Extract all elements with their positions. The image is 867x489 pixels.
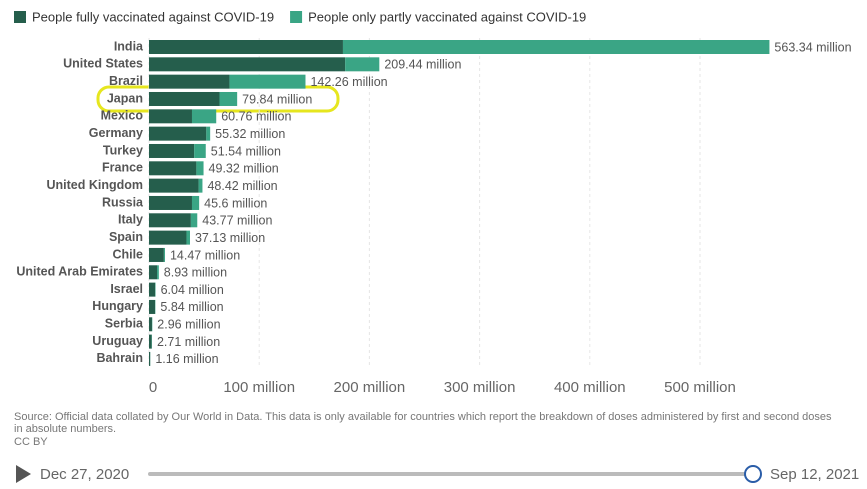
bar-segment [206, 126, 211, 141]
bar-segment [149, 351, 151, 366]
source-note: Source: Official data collated by Our Wo… [14, 411, 832, 435]
value-label: 49.32 million [209, 162, 279, 176]
value-label: 37.13 million [195, 231, 265, 245]
y-tick-label: Chile [112, 247, 143, 261]
y-tick-label: Turkey [103, 143, 143, 157]
bar-segment [149, 57, 346, 72]
bar-segment [196, 161, 204, 176]
y-tick-label: United States [63, 57, 143, 71]
bar-segment [149, 178, 199, 193]
x-tick-label: 300 million [444, 379, 516, 396]
x-tick-label: 400 million [554, 379, 626, 396]
license: CC BY [14, 436, 48, 448]
timeline-end: Sep 12, 2021 [770, 466, 859, 483]
y-tick-label: Spain [109, 230, 143, 244]
value-label: 51.54 million [211, 144, 281, 158]
value-label: 79.84 million [242, 92, 312, 106]
bar-segment [149, 143, 195, 158]
x-tick-label: 500 million [664, 379, 736, 396]
bar-segment [190, 213, 198, 228]
bar-segment [149, 195, 192, 210]
bar-segment [186, 230, 190, 245]
bar-segment [149, 74, 230, 89]
value-label: 5.84 million [160, 300, 223, 314]
bar-segment [219, 91, 238, 106]
legend-label: People fully vaccinated against COVID-19 [32, 9, 274, 24]
x-tick-label: 200 million [334, 379, 406, 396]
value-label: 45.6 million [204, 196, 267, 210]
legend-swatch [290, 11, 303, 23]
y-tick-label: Israel [110, 282, 143, 296]
bar-segment [157, 265, 159, 280]
bar-segment [149, 282, 156, 297]
bar-segment [149, 40, 343, 54]
y-tick-label: Italy [118, 213, 143, 227]
bar-segment [149, 334, 152, 349]
y-tick-label: United Arab Emirates [16, 265, 143, 279]
y-tick-label: Uruguay [92, 334, 143, 348]
x-tick-label: 100 million [223, 379, 295, 396]
bar-segment [229, 74, 306, 89]
bar-segment [149, 91, 220, 106]
value-label: 60.76 million [221, 110, 291, 124]
bar-segment [342, 40, 770, 54]
x-tick-label: 0 [149, 379, 157, 396]
bar-segment [149, 109, 192, 124]
value-label: 2.96 million [157, 318, 220, 332]
value-label: 142.26 million [310, 75, 387, 89]
value-label: 1.16 million [155, 352, 218, 366]
value-label: 209.44 million [384, 58, 461, 72]
value-label: 14.47 million [170, 248, 240, 262]
value-label: 48.42 million [207, 179, 277, 193]
value-label: 2.71 million [157, 335, 220, 349]
bar-segment [163, 247, 165, 262]
y-tick-label: Germany [89, 126, 143, 140]
value-label: 8.93 million [164, 266, 227, 280]
y-tick-label: Bahrain [96, 351, 143, 365]
timeline-handle[interactable] [744, 465, 762, 483]
bar-segment [149, 317, 152, 332]
y-tick-label: France [102, 161, 143, 175]
bar-segment [149, 247, 164, 262]
bar-segment [191, 195, 200, 210]
bar-segment [191, 109, 217, 124]
bar-segment [149, 213, 191, 228]
y-tick-label: Brazil [109, 74, 143, 88]
bar-segment [149, 230, 187, 245]
y-tick-label: Serbia [105, 317, 144, 331]
value-label: 43.77 million [202, 214, 272, 228]
value-label: 563.34 million [774, 40, 851, 54]
bar-segment [149, 126, 207, 141]
bar-segment [345, 57, 380, 72]
bar-segment [149, 299, 156, 314]
legend-swatch [14, 11, 26, 23]
value-label: 55.32 million [215, 127, 285, 141]
bar-segment [149, 161, 197, 176]
timeline-start: Dec 27, 2020 [40, 466, 129, 483]
bar-segment [194, 143, 206, 158]
y-tick-label: Hungary [92, 299, 143, 313]
play-button[interactable] [16, 465, 31, 483]
y-tick-label: Japan [107, 91, 143, 105]
legend-label: People only partly vaccinated against CO… [308, 9, 586, 24]
y-tick-label: India [114, 39, 144, 53]
bar-segment [198, 178, 203, 193]
value-label: 6.04 million [161, 283, 224, 297]
bar-segment [149, 265, 158, 280]
y-tick-label: United Kingdom [46, 178, 143, 192]
y-tick-label: Russia [102, 195, 144, 209]
y-tick-label: Mexico [101, 109, 144, 123]
